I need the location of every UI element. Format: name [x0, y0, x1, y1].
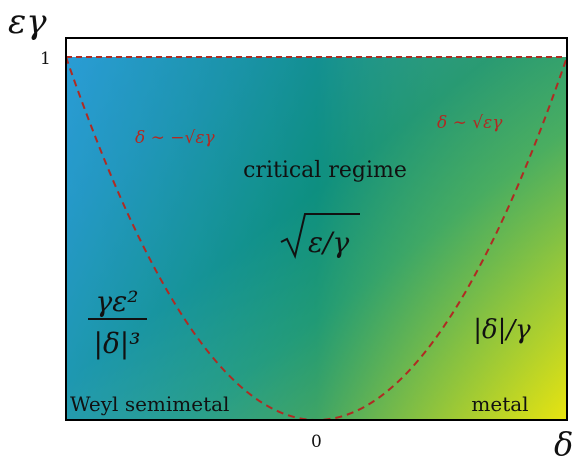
metal-formula: |δ|/γ: [473, 315, 531, 345]
weyl-semimetal-title: Weyl semimetal: [70, 392, 229, 416]
weyl-formula-denominator: |δ|³: [94, 327, 141, 360]
sqrt-sign: [280, 213, 360, 260]
x-axis-label: δ: [554, 425, 573, 460]
plot-frame: [65, 37, 568, 421]
weyl-formula-numerator: γε²: [96, 285, 139, 318]
left-boundary-label: δ ∼ −√εγ: [135, 128, 215, 148]
y-axis-label: εγ: [8, 2, 47, 42]
metal-title: metal: [471, 392, 528, 416]
critical-regime-title: critical regime: [243, 158, 407, 183]
critical-regime-formula-text: ε/γ: [308, 226, 349, 259]
y-tick-label: 1: [40, 49, 51, 69]
critical-regime-formula: ε/γ: [280, 213, 360, 260]
x-tick-label: 0: [311, 432, 322, 452]
top-strip: [66, 38, 567, 57]
right-boundary-label: δ ∼ √εγ: [437, 113, 503, 133]
plot-fill-overlay: [66, 38, 567, 420]
